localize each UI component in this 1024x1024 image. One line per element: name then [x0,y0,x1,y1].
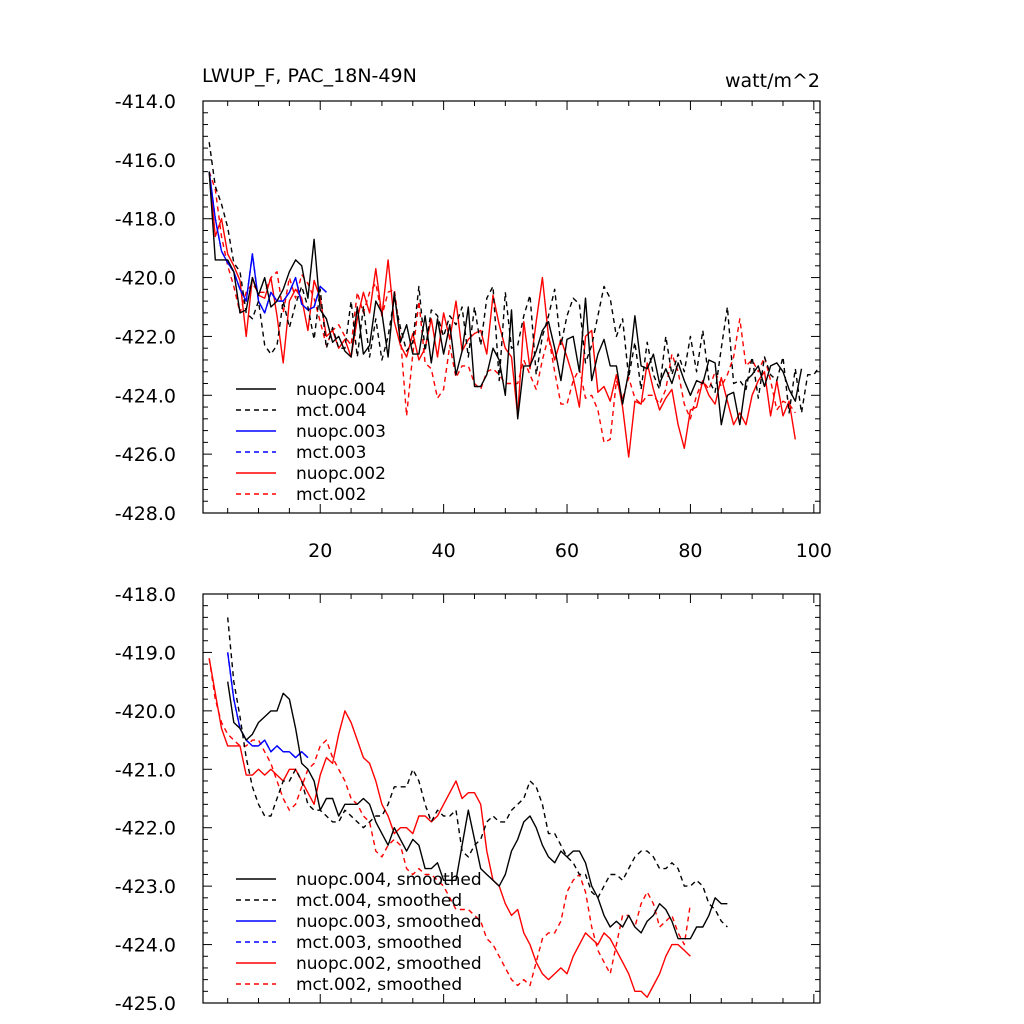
legend-label: nuopc.003, smoothed [296,912,482,932]
legend-label: mct.002 [296,485,366,505]
series-line-mct-004-smoothed [227,617,728,928]
y-tick-label: -416.0 [115,150,176,172]
y-tick-label: -418.0 [115,209,176,231]
x-tick-label: 60 [555,540,579,562]
y-tick-label: -420.0 [115,268,176,290]
y-tick-label: -424.0 [115,935,176,957]
y-tick-label: -424.0 [115,385,176,407]
legend-label: nuopc.002 [296,464,386,484]
y-tick-label: -423.0 [115,876,176,898]
legend-label: mct.004 [296,401,366,421]
x-tick-label: 40 [432,540,456,562]
legend-label: mct.004, smoothed [296,891,462,911]
panel1-units: watt/m^2 [725,70,820,92]
y-tick-label: -422.0 [115,818,176,840]
y-tick-label: -428.0 [115,503,176,525]
series-line-mct-003-smoothed [227,652,309,759]
plot-frame [202,100,821,514]
y-tick-label: -425.0 [115,993,176,1015]
y-tick-label: -426.0 [115,444,176,466]
x-tick-label: 20 [308,540,332,562]
y-tick-label: -418.0 [115,584,176,606]
series-line-nuopc-003-smoothed [227,652,309,759]
y-tick-label: -419.0 [115,642,176,664]
plot-frame [202,593,821,1004]
legend-label: nuopc.002, smoothed [296,954,482,974]
x-tick-label: 100 [796,540,832,562]
y-tick-label: -420.0 [115,701,176,723]
legend-label: mct.002, smoothed [296,975,462,995]
y-tick-label: -414.0 [115,91,176,113]
panel1-title: LWUP_F, PAC_18N-49N [202,65,417,87]
series-line-nuopc-002-smoothed [208,658,691,998]
legend-label: mct.003, smoothed [296,933,462,953]
legend-label: nuopc.004, smoothed [296,870,482,890]
series-line-nuopc-004-smoothed [227,681,728,940]
series-line-nuopc-003 [208,171,327,314]
series-line-mct-002-smoothed [208,658,692,987]
y-tick-label: -421.0 [115,759,176,781]
series-line-mct-004 [208,142,821,414]
legend-label: nuopc.003 [296,422,386,442]
y-tick-label: -422.0 [115,326,176,348]
panel2-plot: -425.0 -424.0 -423.0 -422.0 -421.0 -420.0 -419… [115,584,821,1015]
x-tick-label: 80 [678,540,702,562]
series-line-nuopc-004 [208,171,803,426]
panel1-plot: -428.0 -426.0 -424.0 -422.0 -420.0 -418.0 -416… [115,91,832,562]
legend-label: mct.003 [296,443,366,463]
legend-label: nuopc.004 [296,380,386,400]
